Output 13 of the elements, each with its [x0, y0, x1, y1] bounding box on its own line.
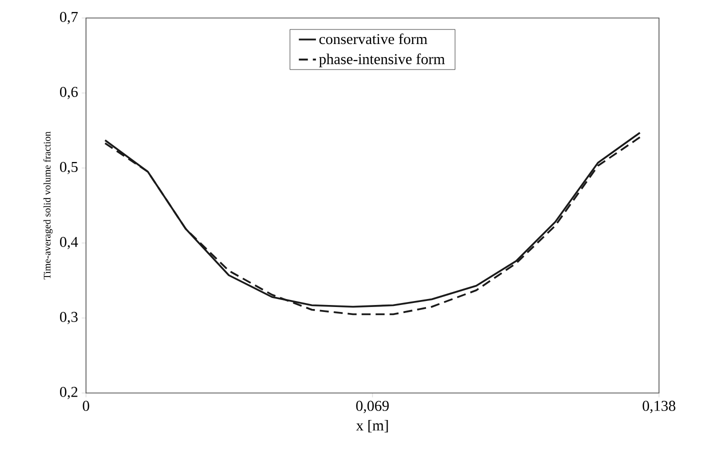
y-axis-title: Time-averaged solid volume fraction: [43, 132, 53, 280]
y-tick-label: 0,6: [60, 86, 78, 100]
x-tick-label: 0,069: [356, 400, 389, 414]
y-tick-label: 0,5: [60, 162, 78, 174]
x-axis-title: x [m]: [356, 420, 388, 432]
x-tick-label: 0: [82, 400, 90, 411]
x-tick-label: 0,138: [642, 400, 676, 414]
y-tick-label: 0,7: [60, 12, 78, 24]
y-tick-label: 0,3: [60, 312, 78, 324]
legend-label: conservative form: [319, 33, 428, 44]
legend-label: phase-intensive form: [319, 54, 445, 68]
y-tick-label: 0,4: [60, 236, 78, 250]
y-tick-label: 0,2: [60, 386, 78, 400]
